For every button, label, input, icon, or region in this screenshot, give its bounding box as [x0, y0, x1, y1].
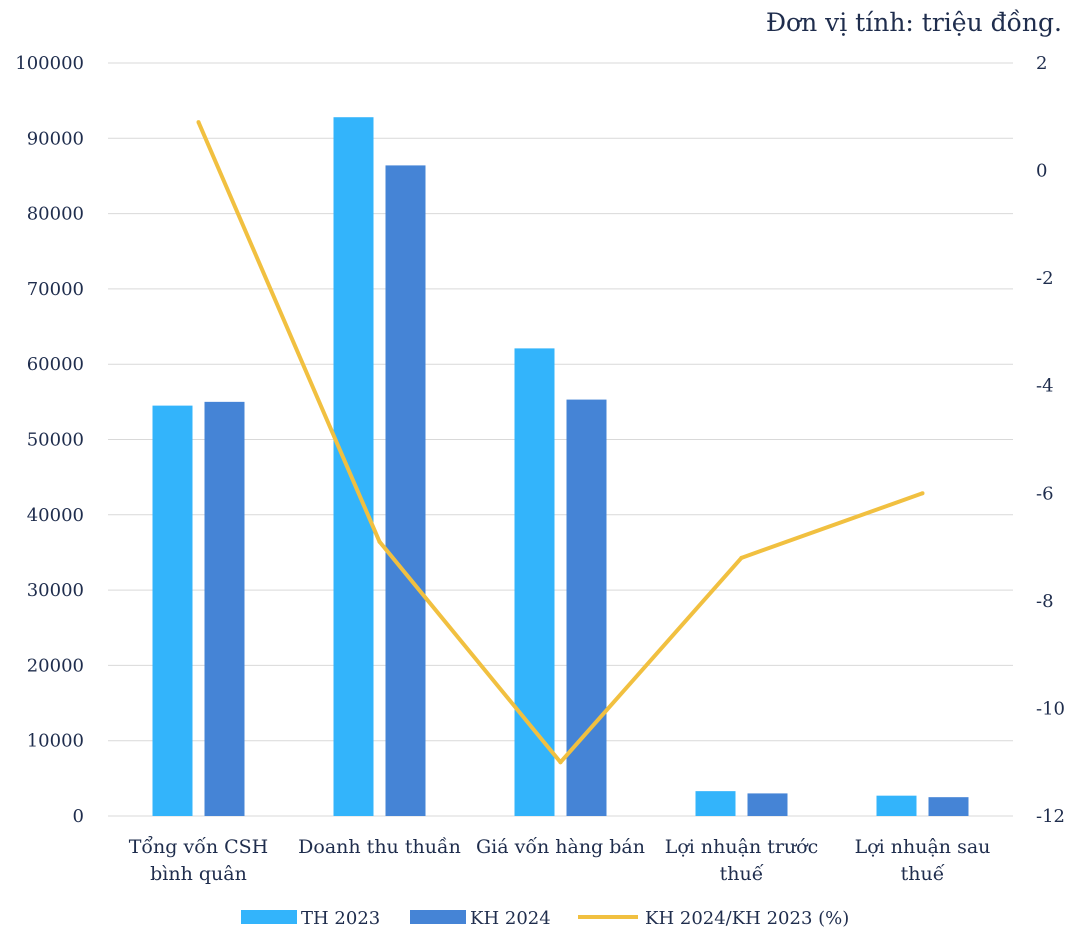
- bar-th2023: [695, 791, 736, 816]
- unit-note: Đơn vị tính: triệu đồng.: [765, 8, 1062, 37]
- legend: TH 2023 KH 2024 KH 2024/KH 2023 (%): [241, 908, 849, 929]
- left-tick-label: 40000: [27, 505, 84, 526]
- right-tick-label: -2: [1036, 268, 1054, 289]
- bar-kh2024: [204, 401, 245, 816]
- right-tick-label: -8: [1036, 591, 1054, 612]
- category-label: thuế: [720, 863, 764, 885]
- category-label: Giá vốn hàng bán: [476, 836, 645, 858]
- right-tick-label: -12: [1036, 806, 1065, 827]
- bar-th2023: [152, 405, 193, 816]
- bar-th2023: [514, 348, 555, 816]
- left-tick-label: 0: [73, 806, 84, 827]
- legend-kh2024-label: KH 2024: [470, 908, 551, 929]
- left-tick-label: 80000: [27, 204, 84, 225]
- left-tick-label: 10000: [27, 731, 84, 752]
- left-tick-label: 60000: [27, 354, 84, 375]
- gridlines: [108, 62, 1013, 817]
- right-tick-label: 0: [1036, 161, 1047, 182]
- legend-ratio-label: KH 2024/KH 2023 (%): [645, 908, 849, 929]
- ratio-line-path: [196, 121, 924, 765]
- category-label: Lợi nhuận trước: [665, 836, 819, 858]
- left-tick-label: 70000: [27, 279, 84, 300]
- legend-th2023-swatch: [241, 910, 297, 924]
- bar-kh2024: [747, 793, 788, 816]
- category-label: Lợi nhuận sau: [855, 836, 991, 858]
- ratio-line: [196, 120, 925, 765]
- ratio-point: [739, 555, 744, 560]
- right-tick-label: -6: [1036, 483, 1054, 504]
- bar-kh2024: [928, 797, 969, 816]
- ratio-point: [920, 491, 925, 496]
- category-label: thuế: [901, 863, 945, 885]
- ratio-point: [558, 760, 563, 765]
- legend-th2023-label: TH 2023: [301, 908, 380, 929]
- bar-kh2024: [385, 165, 426, 816]
- right-tick-label: -10: [1036, 698, 1065, 719]
- ratio-point: [196, 120, 201, 125]
- legend-kh2024-swatch: [410, 910, 466, 924]
- bar-th2023: [876, 795, 917, 816]
- ratio-point: [377, 539, 382, 544]
- bar-kh2024: [566, 399, 607, 816]
- left-tick-label: 90000: [27, 128, 84, 149]
- bar-th2023: [333, 117, 374, 816]
- left-tick-label: 20000: [27, 655, 84, 676]
- right-tick-label: -4: [1036, 376, 1054, 397]
- category-label: Doanh thu thuần: [298, 836, 461, 858]
- category-label: bình quân: [150, 863, 247, 885]
- category-label: Tổng vốn CSH: [129, 836, 269, 858]
- right-tick-label: 2: [1036, 53, 1047, 74]
- category-axis: Tổng vốn CSH bình quân Doanh thu thuần Giá …: [129, 836, 991, 885]
- right-axis: -12 -10 -8 -6 -4 -2 0 2: [1036, 53, 1065, 827]
- left-tick-label: 50000: [27, 430, 84, 451]
- left-axis: 0 10000 20000 30000 40000 50000 60000 70000 8000…: [15, 53, 84, 827]
- left-tick-label: 30000: [27, 580, 84, 601]
- bars: [152, 117, 969, 816]
- left-tick-label: 100000: [15, 53, 84, 74]
